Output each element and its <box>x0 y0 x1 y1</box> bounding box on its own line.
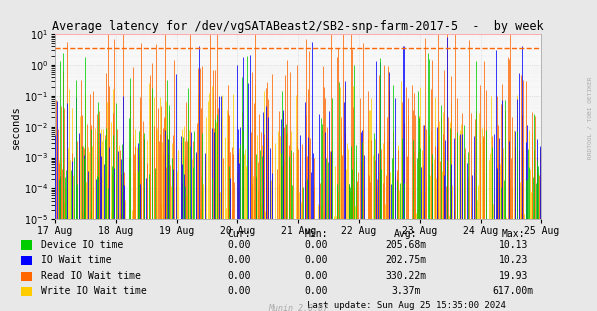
Text: 0.00: 0.00 <box>304 240 328 250</box>
Text: 0.00: 0.00 <box>227 271 251 281</box>
Text: Cur:: Cur: <box>227 229 251 239</box>
Text: Device IO time: Device IO time <box>41 240 123 250</box>
Text: 3.37m: 3.37m <box>391 286 421 296</box>
Text: 0.00: 0.00 <box>304 255 328 265</box>
Text: Munin 2.0.67: Munin 2.0.67 <box>269 304 328 311</box>
Text: 202.75m: 202.75m <box>386 255 426 265</box>
Text: Min:: Min: <box>304 229 328 239</box>
Text: 0.00: 0.00 <box>304 286 328 296</box>
Text: Avg:: Avg: <box>394 229 418 239</box>
Text: 0.00: 0.00 <box>304 271 328 281</box>
Text: 0.00: 0.00 <box>227 240 251 250</box>
Text: IO Wait time: IO Wait time <box>41 255 111 265</box>
Text: 0.00: 0.00 <box>227 255 251 265</box>
Text: 10.13: 10.13 <box>498 240 528 250</box>
Text: Write IO Wait time: Write IO Wait time <box>41 286 146 296</box>
Text: 617.00m: 617.00m <box>493 286 534 296</box>
Text: 10.23: 10.23 <box>498 255 528 265</box>
Text: 330.22m: 330.22m <box>386 271 426 281</box>
Text: RRDTOOL / TOBI OETIKER: RRDTOOL / TOBI OETIKER <box>588 77 593 160</box>
Title: Average latency for /dev/vgSATABeast2/SB2-snp-farm-2017-5  -  by week: Average latency for /dev/vgSATABeast2/SB… <box>53 20 544 33</box>
Text: Max:: Max: <box>501 229 525 239</box>
Text: 205.68m: 205.68m <box>386 240 426 250</box>
Y-axis label: seconds: seconds <box>11 105 21 149</box>
Text: 0.00: 0.00 <box>227 286 251 296</box>
Text: Last update: Sun Aug 25 15:35:00 2024: Last update: Sun Aug 25 15:35:00 2024 <box>306 301 506 310</box>
Text: Read IO Wait time: Read IO Wait time <box>41 271 140 281</box>
Text: 19.93: 19.93 <box>498 271 528 281</box>
